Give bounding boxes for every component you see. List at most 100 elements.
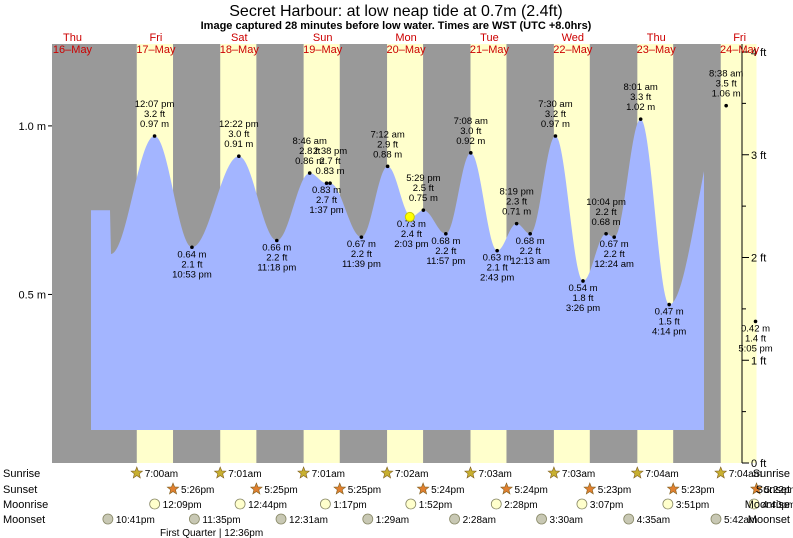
tide-point: [275, 238, 279, 243]
sunset-time: 5:24pm: [431, 485, 464, 496]
high-tide-label: 2.9 ft: [377, 139, 398, 150]
sunset-icon: [333, 482, 347, 495]
sunrise-time: 7:01am: [228, 469, 261, 480]
sunset-time: 5:25pm: [264, 485, 297, 496]
sunrise-time: 7:01am: [312, 469, 345, 480]
moonset-time: 11:35pm: [202, 515, 240, 526]
sunrise-icon: [547, 466, 561, 479]
sunrise-time: 7:03am: [479, 469, 512, 480]
sunrise-icon: [714, 466, 728, 479]
high-tide-label: 0.83 m: [316, 166, 345, 177]
sunrise-time: 7:04am: [645, 469, 678, 480]
high-tide-label: 1.02 m: [626, 102, 655, 113]
daylight-band: [720, 44, 757, 463]
high-tide-label: 8:19 pm: [499, 187, 533, 198]
moonrise-icon: [490, 498, 502, 510]
low-tide-label: 2.7 ft: [316, 195, 337, 206]
low-tide-label: 2:03 pm: [394, 239, 428, 250]
tide-point: [190, 245, 194, 250]
tide-point: [328, 181, 332, 186]
day-date: 23–May: [637, 44, 677, 56]
low-tide-label: 2.2 ft: [435, 246, 456, 257]
sunrise-time: 7:00am: [145, 469, 178, 480]
sunrise-icon: [464, 466, 477, 479]
low-tide-label: 0.66 m: [262, 243, 291, 254]
day-name: Sun: [313, 32, 333, 44]
right-axis-label: 2 ft: [751, 253, 766, 265]
day-name: Fri: [149, 32, 162, 44]
moonrise-time: 1:17pm: [333, 500, 366, 511]
low-tide-label: 0.63 m: [483, 253, 512, 264]
high-tide-label: 8:38 am: [709, 69, 743, 80]
high-tide-label: 10:04 pm: [586, 197, 626, 208]
low-tide-label: 12:13 am: [510, 256, 550, 267]
moonrise-time: 4:40pm: [762, 500, 793, 511]
sunrise-icon: [130, 466, 144, 479]
low-tide-label: 1.5 ft: [659, 317, 680, 328]
moonrise-icon: [234, 498, 246, 510]
chart-backgrounds: [52, 44, 757, 463]
low-tide-label: 2.2 ft: [266, 253, 287, 264]
day-name: Sat: [231, 32, 248, 44]
tide-point: [514, 221, 519, 226]
low-tide-label: 2.2 ft: [351, 249, 372, 260]
moonset-time: 1:29am: [376, 515, 409, 526]
row-label-moonrise-left: Moonrise: [3, 499, 48, 511]
moonset-icon: [188, 513, 200, 525]
moonrise-time: 3:07pm: [590, 500, 623, 511]
sunset-icon: [750, 482, 763, 495]
sunrise-icon: [380, 466, 394, 479]
sunrise-icon: [297, 466, 311, 479]
moonset-time: 2:28am: [463, 515, 496, 526]
moonset-time: 12:31am: [289, 515, 328, 526]
high-tide-label: 2:38 pm: [313, 146, 347, 157]
tide-point: [237, 154, 241, 159]
low-tide-label: 11:18 pm: [257, 263, 296, 274]
high-tide-label: 7:12 am: [370, 129, 404, 140]
tide-water-area: [91, 119, 704, 430]
sunset-icon: [500, 482, 513, 495]
low-tide-label: 2.2 ft: [520, 246, 541, 257]
sunrise-icon: [630, 466, 644, 479]
day-date: 18–May: [220, 44, 260, 56]
moonset-icon: [623, 513, 635, 525]
low-tide-label: 11:39 pm: [342, 259, 381, 270]
row-label-moonset-left: Moonset: [3, 514, 45, 526]
moonrise-icon: [748, 498, 760, 510]
tide-point: [604, 231, 608, 236]
high-tide-label: 0.71 m: [502, 207, 531, 218]
moonset-time: 3:30am: [550, 515, 583, 526]
high-tide-label: 3.2 ft: [545, 109, 566, 120]
sunrise-time: 7:02am: [395, 469, 428, 480]
sunset-time: 5:23pm: [598, 485, 631, 496]
moonrise-time: 2:28pm: [504, 500, 537, 511]
high-tide-label: 0.75 m: [409, 193, 438, 204]
day-date: 24–May: [720, 44, 760, 56]
high-tide-label: 0.86 m: [295, 156, 324, 167]
right-axis-label: 0 ft: [751, 458, 766, 470]
low-tide-label: 2.1 ft: [181, 259, 202, 270]
row-label-sunset-right: Sunset: [756, 484, 790, 496]
low-tide-label: 2:43 pm: [480, 273, 514, 284]
low-tide-label: 11:57 pm: [426, 256, 465, 267]
tide-point: [152, 134, 157, 138]
high-tide-label: 1.06 m: [712, 89, 741, 100]
high-tide-label: 0.88 m: [373, 149, 402, 160]
sunrise-time: 7:04am: [729, 469, 762, 480]
moonrise-time: 1:52pm: [419, 500, 452, 511]
moonset-time: 5:42am: [724, 515, 757, 526]
low-tide-label: 0.47 m: [655, 307, 684, 318]
tide-point: [444, 231, 448, 236]
tide-point: [553, 134, 558, 138]
current-tide-marker: [404, 211, 415, 222]
low-tide-label: 2.1 ft: [487, 263, 508, 274]
moonset-icon: [536, 513, 547, 525]
high-tide-label: 0.92 m: [456, 136, 485, 147]
high-tide-label: 3.5 ft: [716, 79, 737, 90]
high-tide-label: 2.3 ft: [506, 197, 527, 208]
day-date: 16–May: [53, 44, 93, 56]
row-label-sunset-left: Sunset: [3, 484, 37, 496]
low-tide-label: 0.67 m: [347, 239, 376, 250]
